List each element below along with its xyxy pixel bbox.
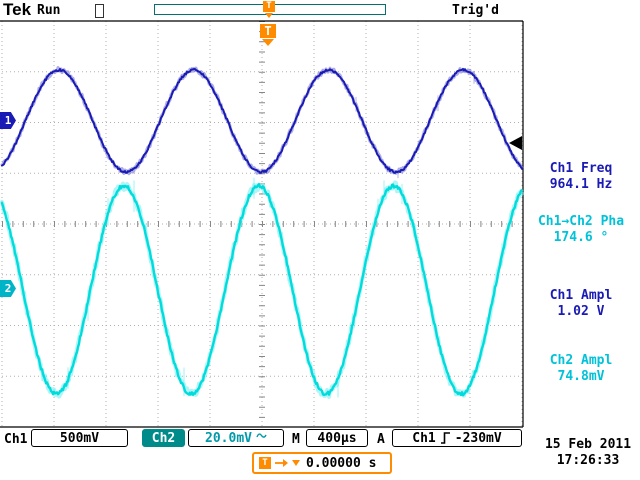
trigger-position-marker-icon: T: [263, 1, 275, 12]
acquisition-indicator-icon: [95, 4, 104, 18]
trigger-level-arrow-icon: [509, 136, 522, 150]
ch2-scale-readout: 20.0mV: [188, 429, 284, 447]
measurement-ch1-ampl: Ch1 Ampl 1.02 V: [523, 288, 639, 320]
trigger-mode-label: A: [377, 432, 385, 447]
measurement-ch1-freq: Ch1 Freq 964.1 Hz: [523, 161, 639, 193]
tek-logo: Tek: [3, 0, 32, 19]
date-display: 15 Feb 2011: [544, 437, 632, 452]
measurement-value: 1.02 V: [557, 304, 605, 319]
measurement-value: 964.1 Hz: [549, 177, 613, 192]
trigger-level: -230mV: [454, 430, 502, 446]
measurement-ch1-ch2-phase: Ch1→Ch2 Pha 174.6 °: [523, 214, 639, 246]
ch1-scale-readout: 500mV: [31, 429, 128, 447]
ch2-label-text: Ch2: [151, 430, 176, 446]
timebase-label: M: [292, 432, 300, 447]
ac-coupling-icon: [256, 433, 267, 438]
rising-edge-icon: [440, 432, 450, 444]
trigger-time-marker-icon: T: [260, 24, 276, 38]
timebase-readout: 400µs: [306, 429, 368, 447]
ch2-label-badge: Ch2: [142, 429, 185, 447]
time-display: 17:26:33: [556, 453, 620, 468]
timebase-value: 400µs: [317, 430, 357, 446]
trigger-status: Trig'd: [452, 3, 499, 18]
measurement-ch2-ampl: Ch2 Ampl 74.8mV: [523, 353, 639, 385]
measurement-value: 74.8mV: [557, 369, 605, 384]
trigger-position-arrow-icon: [265, 13, 273, 18]
acquisition-state: Run: [37, 3, 61, 18]
measurement-label: Ch2 Ampl: [549, 353, 613, 368]
measurement-label: Ch1→Ch2 Pha: [537, 214, 625, 229]
ch2-position-marker: 2: [0, 280, 16, 297]
measurement-value: 174.6 °: [553, 230, 609, 245]
ch2-scale-value: 20.0mV: [205, 430, 252, 446]
center-marker-icon: [292, 460, 300, 466]
trigger-readout: Ch1 -230mV: [392, 429, 522, 447]
measurement-label: Ch1 Freq: [549, 161, 613, 176]
delay-value: 0.00000 s: [306, 455, 377, 471]
ch1-position-marker: 1: [0, 112, 16, 129]
ch1-label: Ch1: [4, 432, 28, 447]
trigger-time-arrow-icon: [262, 39, 274, 46]
horizontal-position-readout: T 0.00000 s: [252, 452, 392, 474]
trigger-marker-icon: T: [259, 457, 271, 469]
trigger-source: Ch1: [412, 430, 436, 446]
ch1-scale-value: 500mV: [59, 430, 100, 446]
right-arrow-icon: [275, 459, 288, 467]
measurement-label: Ch1 Ampl: [549, 288, 613, 303]
